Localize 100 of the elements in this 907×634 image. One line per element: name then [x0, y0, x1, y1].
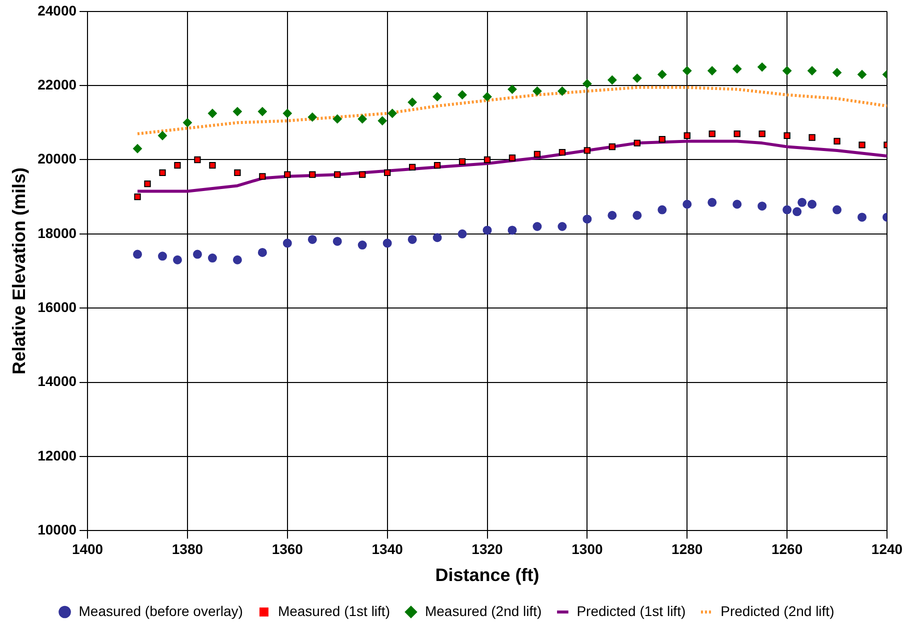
point: [308, 112, 317, 122]
point: [682, 200, 692, 209]
point: [432, 233, 442, 242]
point: [532, 86, 542, 96]
point: [282, 238, 292, 248]
x-tick-label: 1300: [572, 540, 603, 557]
point: [358, 240, 367, 250]
point: [808, 66, 817, 76]
point: [458, 229, 467, 238]
point: [558, 149, 566, 156]
point: [632, 210, 642, 220]
point: [232, 107, 242, 116]
x-tick-label: 1320: [472, 540, 504, 557]
point: [784, 132, 790, 139]
point: [358, 114, 367, 124]
x-tick-label: 1360: [272, 540, 304, 557]
x-tick-label: 1280: [672, 540, 703, 557]
point: [608, 210, 617, 220]
y-tick-label: 12000: [38, 447, 77, 464]
point: [482, 92, 492, 102]
point: [382, 238, 392, 248]
point: [798, 198, 807, 207]
point: [434, 162, 441, 169]
x-tick-label: 1400: [72, 540, 104, 557]
x-tick-label: 1380: [172, 540, 204, 557]
point: [359, 171, 366, 178]
point: [658, 136, 666, 143]
point: [708, 198, 717, 207]
legend-label: Measured (1st lift): [278, 602, 390, 619]
y-tick-label: 20000: [38, 150, 77, 167]
point: [834, 138, 840, 145]
point: [388, 108, 397, 118]
point: [458, 90, 467, 100]
legend-label: Predicted (2nd lift): [720, 602, 834, 619]
point: [658, 70, 667, 79]
point: [682, 66, 692, 76]
point: [133, 250, 142, 259]
y-tick-label: 24000: [38, 2, 77, 18]
point: [532, 222, 542, 231]
legend-label: Measured (2nd lift): [424, 602, 542, 619]
point: [808, 200, 817, 209]
point: [209, 162, 216, 169]
point: [284, 171, 291, 178]
point: [734, 130, 740, 138]
point: [858, 70, 867, 79]
point: [792, 207, 802, 216]
legend-label: Predicted (1st lift): [576, 602, 686, 619]
point: [332, 114, 342, 124]
point: [508, 84, 517, 94]
point: [334, 171, 341, 178]
point: [408, 164, 416, 170]
point: [832, 205, 842, 214]
point: [708, 130, 716, 138]
point: [158, 131, 167, 140]
line-series: [136, 86, 887, 136]
point: [378, 116, 387, 126]
point: [282, 108, 292, 118]
point: [634, 140, 640, 146]
point: [258, 107, 267, 116]
point: [758, 62, 767, 72]
point: [732, 200, 742, 209]
point: [658, 205, 667, 214]
point: [534, 150, 541, 158]
point: [832, 68, 842, 78]
point: [432, 92, 442, 102]
point: [484, 156, 491, 164]
point: [708, 66, 717, 76]
point: [234, 169, 241, 176]
point: [508, 226, 517, 235]
point: [632, 74, 642, 83]
point: [858, 142, 866, 148]
x-axis-title: Distance (ft): [435, 565, 540, 586]
point: [558, 86, 567, 96]
point: [508, 154, 516, 162]
y-axis-title: Relative Elevation (mils): [8, 167, 29, 375]
y-tick-label: 14000: [38, 373, 77, 390]
point: [758, 202, 767, 211]
x-tick-label: 1240: [871, 540, 903, 557]
y-tick-label: 10000: [38, 521, 77, 538]
point: [133, 144, 142, 154]
point: [582, 79, 592, 88]
point: [308, 234, 317, 244]
point: [808, 134, 816, 141]
x-tick-label: 1340: [372, 540, 404, 557]
point: [208, 254, 217, 263]
point: [458, 158, 466, 165]
point: [332, 236, 342, 246]
point: [208, 108, 217, 118]
y-tick-label: 18000: [38, 224, 77, 241]
point: [192, 250, 202, 259]
point: [309, 171, 316, 178]
point: [732, 64, 742, 74]
point: [482, 226, 492, 235]
point: [608, 76, 617, 85]
point: [782, 66, 792, 76]
y-tick-label: 16000: [38, 298, 77, 315]
point: [408, 234, 417, 244]
point: [172, 255, 182, 264]
point: [194, 156, 201, 164]
point: [134, 194, 141, 200]
